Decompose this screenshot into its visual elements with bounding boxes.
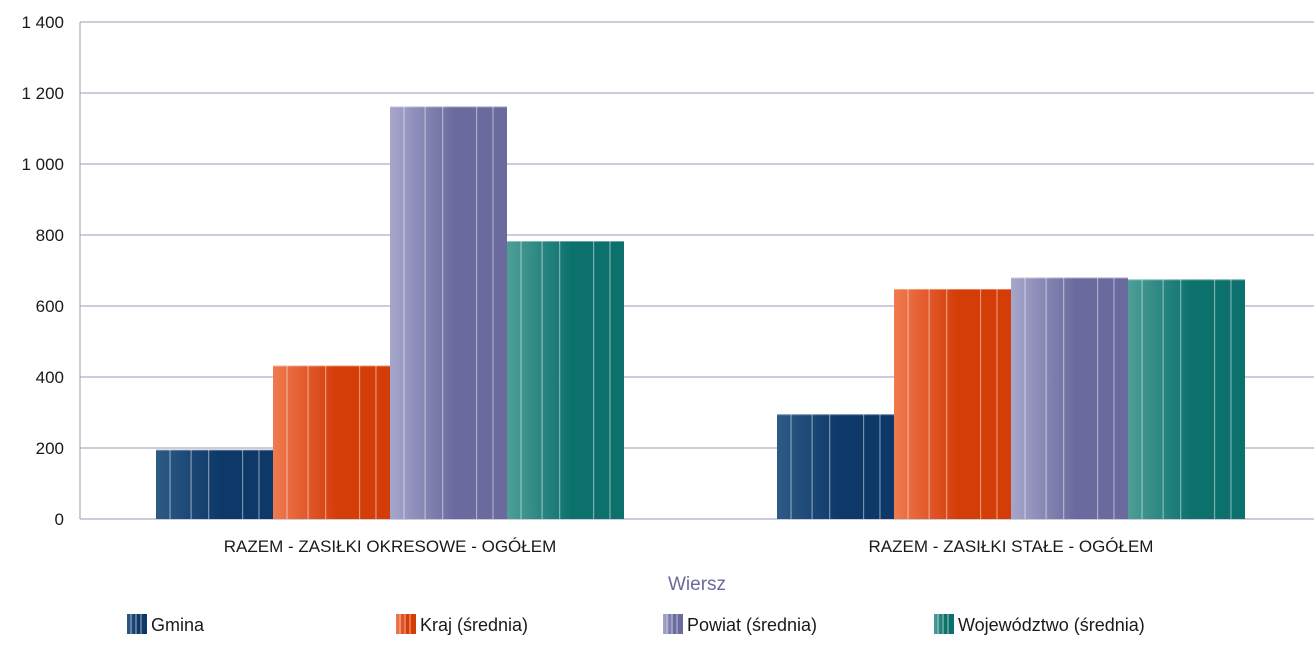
y-tick-label: 0: [55, 510, 64, 529]
bar: [1011, 277, 1128, 519]
y-tick-label: 1 200: [21, 84, 64, 103]
y-tick-label: 200: [36, 439, 64, 458]
legend-label: Powiat (średnia): [687, 615, 817, 635]
x-axis-title: Wiersz: [668, 574, 726, 595]
legend-swatch: [127, 614, 147, 634]
legend-label: Kraj (średnia): [420, 615, 528, 635]
legend-item: Gmina: [127, 614, 205, 635]
bar: [507, 241, 624, 519]
bar: [777, 414, 894, 519]
y-tick-label: 1 400: [21, 13, 64, 32]
bars: [156, 106, 1245, 520]
x-category-label: RAZEM - ZASIŁKI STAŁE - OGÓŁEM: [869, 537, 1154, 556]
legend-item: Kraj (średnia): [396, 614, 528, 635]
bar: [1128, 279, 1245, 519]
bar: [390, 106, 507, 520]
bar: [273, 365, 390, 519]
legend-label: Województwo (średnia): [958, 615, 1145, 635]
bar: [156, 449, 273, 519]
legend-item: Województwo (średnia): [934, 614, 1145, 635]
y-tick-label: 800: [36, 226, 64, 245]
legend-swatch: [663, 614, 683, 634]
x-category-label: RAZEM - ZASIŁKI OKRESOWE - OGÓŁEM: [224, 537, 557, 556]
legend-swatch: [396, 614, 416, 634]
y-tick-label: 1 000: [21, 155, 64, 174]
labels: 0 200 400 600 800 1 000 1 200 1 400 RAZEM - ZASI…: [21, 13, 1153, 595]
bar: [894, 288, 1011, 519]
legend-item: Powiat (średnia): [663, 614, 817, 635]
y-tick-label: 400: [36, 368, 64, 387]
y-tick-label: 600: [36, 297, 64, 316]
legend-swatch: [934, 614, 954, 634]
legend-label: Gmina: [151, 615, 205, 635]
legend: Gmina Kraj (średnia) Powiat (średnia) Wojew…: [127, 614, 1145, 635]
